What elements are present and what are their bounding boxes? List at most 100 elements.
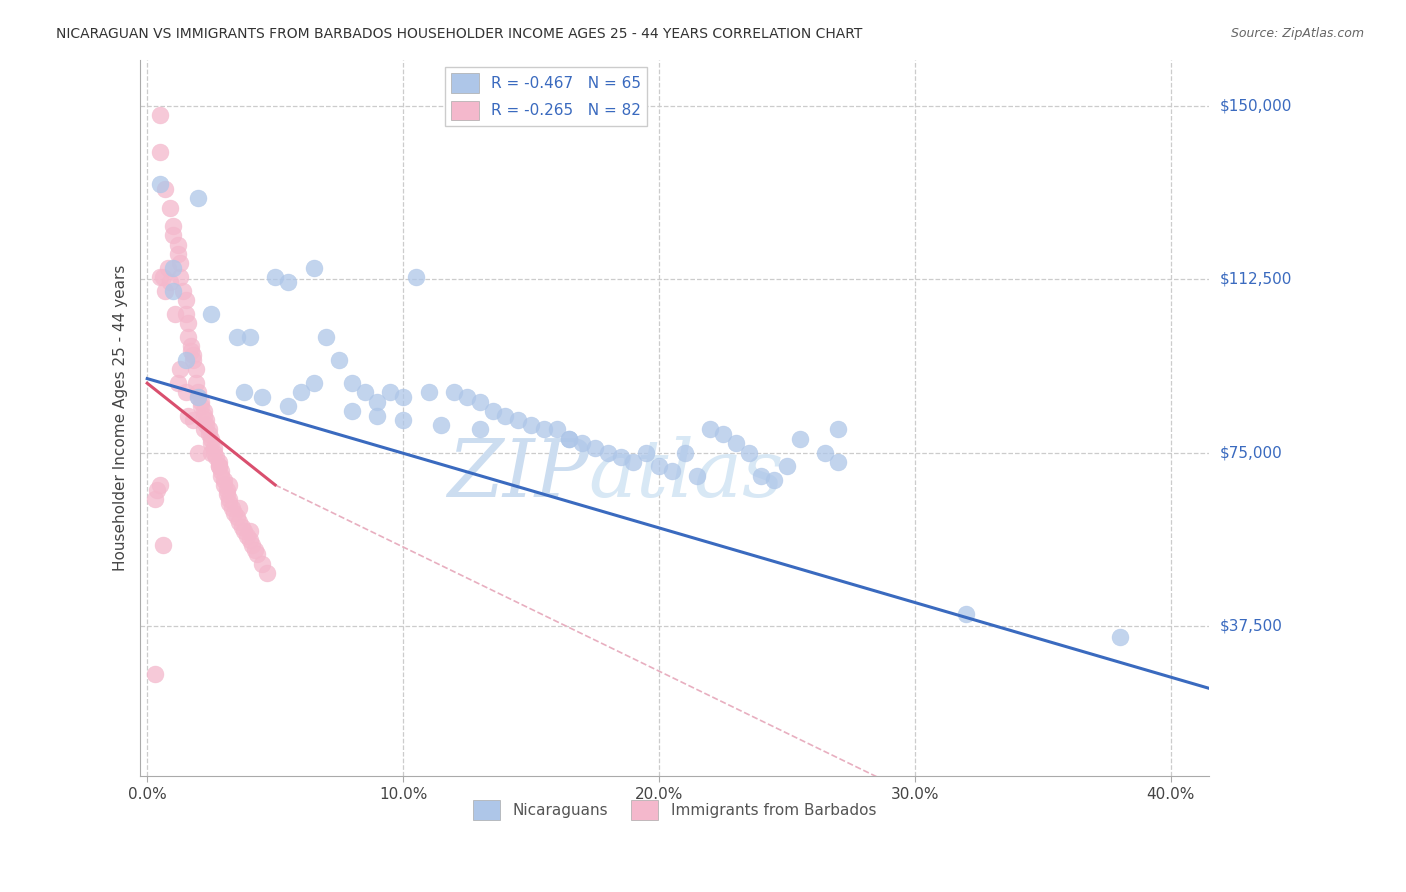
Point [636, 445, 658, 459]
Point [193, 409, 215, 423]
Point [749, 468, 772, 483]
Point [162, 219, 184, 233]
Point [328, 353, 350, 368]
Point [181, 353, 204, 368]
Point [290, 385, 312, 400]
Point [955, 607, 977, 622]
Point [221, 501, 243, 516]
Point [215, 483, 238, 497]
Point [366, 394, 388, 409]
Point [187, 390, 209, 404]
Point [218, 478, 240, 492]
Point [159, 275, 181, 289]
Point [200, 307, 222, 321]
Point [197, 422, 219, 436]
Point [228, 501, 250, 516]
Point [252, 557, 274, 571]
Point [165, 307, 187, 321]
Point [353, 385, 375, 400]
Point [277, 275, 299, 289]
Point [209, 464, 232, 478]
Text: Source: ZipAtlas.com: Source: ZipAtlas.com [1230, 27, 1364, 40]
Point [571, 436, 593, 450]
Point [167, 237, 190, 252]
Point [162, 260, 184, 275]
Point [152, 269, 174, 284]
Point [481, 404, 503, 418]
Point [533, 422, 555, 436]
Point [200, 432, 222, 446]
Point [208, 455, 231, 469]
Point [699, 422, 721, 436]
Point [209, 468, 232, 483]
Point [181, 349, 204, 363]
Point [443, 385, 465, 400]
Point [508, 413, 530, 427]
Point [205, 450, 228, 465]
Point [737, 445, 759, 459]
Point [174, 293, 197, 307]
Point [208, 459, 231, 474]
Point [202, 445, 225, 459]
Point [193, 422, 215, 436]
Point [181, 413, 204, 427]
Point [167, 376, 190, 391]
Point [162, 284, 184, 298]
Point [238, 330, 260, 344]
Point [167, 246, 190, 260]
Point [380, 385, 402, 400]
Point [302, 260, 325, 275]
Point [546, 422, 568, 436]
Point [149, 145, 172, 159]
Point [187, 390, 209, 404]
Text: ZIP: ZIP [447, 436, 589, 514]
Point [153, 182, 176, 196]
Point [256, 566, 278, 580]
Point [190, 394, 212, 409]
Point [233, 524, 256, 538]
Point [153, 284, 176, 298]
Point [583, 441, 606, 455]
Legend: Nicaraguans, Immigrants from Barbados: Nicaraguans, Immigrants from Barbados [467, 794, 882, 826]
Text: $75,000: $75,000 [1220, 445, 1282, 460]
Point [686, 468, 709, 483]
Point [315, 330, 337, 344]
Point [392, 413, 415, 427]
Point [776, 459, 799, 474]
Point [180, 343, 202, 358]
Point [218, 496, 240, 510]
Point [231, 519, 253, 533]
Point [392, 390, 415, 404]
Text: atlas: atlas [589, 436, 785, 514]
Y-axis label: Householder Income Ages 25 - 44 years: Householder Income Ages 25 - 44 years [114, 265, 128, 571]
Point [174, 307, 197, 321]
Point [1108, 631, 1130, 645]
Point [789, 432, 811, 446]
Point [187, 445, 209, 459]
Point [827, 455, 849, 469]
Point [405, 269, 427, 284]
Point [238, 533, 260, 548]
Text: NICARAGUAN VS IMMIGRANTS FROM BARBADOS HOUSEHOLDER INCOME AGES 25 - 44 YEARS COR: NICARAGUAN VS IMMIGRANTS FROM BARBADOS H… [56, 27, 863, 41]
Point [711, 427, 734, 442]
Point [149, 108, 172, 122]
Point [215, 487, 238, 501]
Point [212, 478, 235, 492]
Point [609, 450, 631, 465]
Point [169, 256, 191, 270]
Point [187, 385, 209, 400]
Point [187, 191, 209, 205]
Point [149, 178, 172, 192]
Point [494, 409, 516, 423]
Point [264, 269, 287, 284]
Point [814, 445, 837, 459]
Point [169, 362, 191, 376]
Point [430, 417, 453, 432]
Point [246, 547, 269, 561]
Point [162, 228, 184, 243]
Point [190, 400, 212, 414]
Point [177, 409, 200, 423]
Point [661, 464, 683, 478]
Point [177, 330, 200, 344]
Point [152, 538, 174, 552]
